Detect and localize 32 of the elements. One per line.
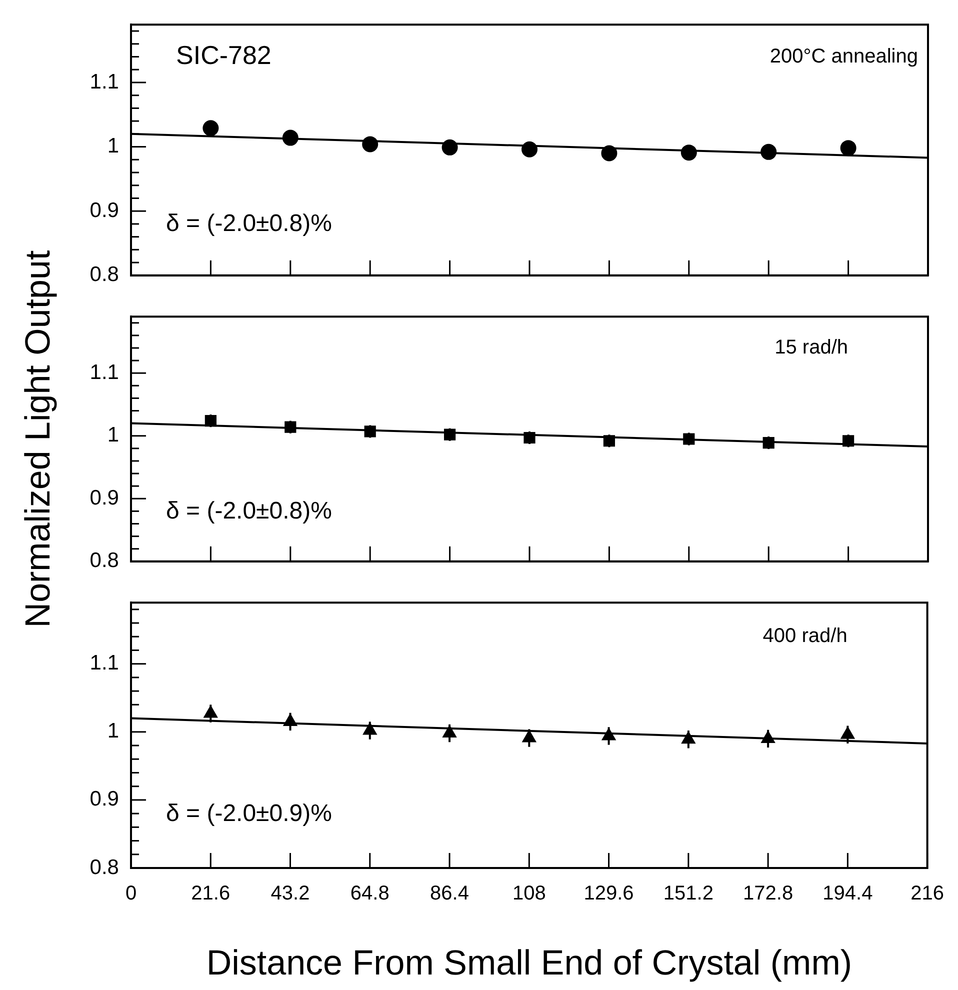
x-tick-label: 108	[512, 882, 546, 905]
x-tick-label: 216	[910, 882, 944, 905]
y-tick-label: 0.9	[90, 788, 119, 811]
y-tick-label: 0.9	[90, 486, 119, 510]
x-tick-label: 194.4	[822, 882, 873, 905]
y-tick-label: 1.1	[90, 652, 119, 675]
annotation: δ = (-2.0±0.8)%	[166, 497, 332, 524]
x-tick-label: 43.2	[270, 882, 310, 905]
x-tick-label: 129.6	[584, 882, 634, 905]
annotation: δ = (-2.0±0.9)%	[166, 800, 332, 827]
y-tick-label: 0.8	[90, 856, 119, 879]
x-tick-label: 21.6	[191, 882, 230, 905]
annotation: 15 rad/h	[774, 336, 848, 358]
x-tick-label: 151.2	[663, 882, 714, 905]
y-tick-label: 0.9	[90, 198, 119, 222]
y-tick-label: 1.1	[90, 360, 119, 384]
y-axis-title: Normalized Light Output	[18, 250, 58, 628]
y-tick-label: 0.8	[90, 549, 119, 572]
x-axis-title: Distance From Small End of Crystal (mm)	[206, 944, 852, 983]
annotation: 400 rad/h	[762, 625, 848, 648]
x-tick-label: 172.8	[743, 882, 794, 905]
annotation: SIC-782	[176, 40, 272, 70]
x-tick-label: 0	[125, 882, 137, 905]
annotation: δ = (-2.0±0.8)%	[166, 210, 332, 238]
y-tick-label: 1	[107, 424, 119, 447]
y-tick-label: 1.1	[90, 70, 119, 94]
y-tick-label: 0.8	[90, 263, 119, 286]
y-tick-label: 1	[107, 134, 119, 158]
annotation: 200°C annealing	[770, 45, 918, 68]
y-tick-label: 1	[107, 720, 119, 743]
x-tick-label: 64.8	[350, 882, 390, 905]
x-tick-label: 86.4	[430, 882, 469, 905]
